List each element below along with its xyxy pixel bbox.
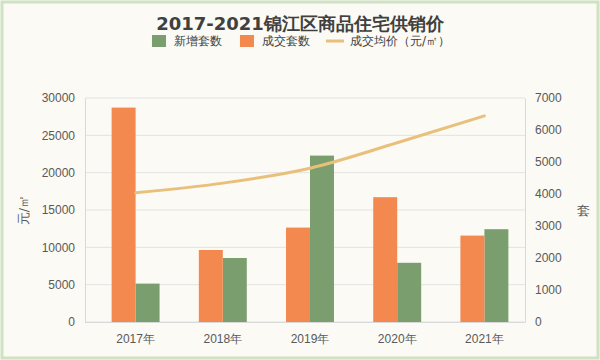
background	[2, 2, 598, 358]
y2-tick: 3000	[525, 219, 562, 233]
y-axis-title: 元/㎡	[16, 195, 31, 225]
y2-tick-label: 2000	[535, 251, 562, 265]
axis-line	[525, 99, 526, 323]
y-tick-label: 5000	[48, 278, 75, 292]
x-tick-label: 2017年	[116, 332, 155, 346]
y-tick-label: 0	[68, 315, 75, 329]
grid-line	[85, 98, 525, 99]
y2-tick-label: 1000	[535, 283, 562, 297]
y2-tick-label: 0	[535, 315, 542, 329]
bar	[310, 156, 334, 322]
y-tick: 10000	[42, 241, 85, 255]
legend-label: 成交套数	[262, 34, 310, 48]
marks	[112, 108, 509, 322]
bar	[223, 258, 247, 322]
grid	[85, 98, 525, 322]
x-tick-label: 2020年	[378, 332, 417, 346]
bar	[460, 236, 484, 322]
bar	[112, 108, 136, 322]
y2-axis-title: 套	[577, 203, 590, 218]
y2-tick-label: 3000	[535, 219, 562, 233]
axis-line	[85, 322, 525, 323]
x-tick: 2020年	[378, 322, 417, 346]
x-tick: 2017年	[116, 322, 155, 346]
x-tick: 2021年	[465, 322, 504, 346]
y2-axis: 0 1000 2000 3000 4000 5000 6000 7000	[525, 91, 562, 329]
legend-item: 成交套数	[240, 34, 310, 48]
y-tick-label: 15000	[42, 203, 76, 217]
bar	[484, 229, 508, 322]
legend-item: 新增套数	[152, 34, 222, 48]
x-tick: 2019年	[291, 322, 330, 346]
grid-line	[85, 135, 525, 136]
y-axis: 0 5000 10000 15000 20000 25000 30000	[42, 91, 86, 329]
legend-item: 成交均价（元/㎡）	[326, 34, 450, 48]
grid-line	[85, 172, 525, 173]
y2-tick-label: 4000	[535, 187, 562, 201]
y2-tick-label: 5000	[535, 155, 562, 169]
legend: 新增套数 成交套数 成交均价（元/㎡）	[152, 34, 450, 48]
y2-tick: 4000	[525, 187, 562, 201]
x-tick-label: 2019年	[291, 332, 330, 346]
x-tick-label: 2018年	[203, 332, 242, 346]
legend-swatch	[152, 35, 166, 47]
y2-tick: 5000	[525, 155, 562, 169]
y2-tick: 0	[525, 315, 542, 329]
legend-label: 新增套数	[174, 34, 222, 48]
axis-line	[85, 99, 86, 323]
y-tick: 30000	[42, 91, 85, 105]
y-tick: 20000	[42, 166, 85, 180]
y-tick: 25000	[42, 129, 85, 143]
title: 2017-2021锦江区商品住宅供销价	[156, 13, 445, 34]
y2-tick: 1000	[525, 283, 562, 297]
legend-swatch	[240, 35, 254, 47]
y-tick-label: 30000	[42, 91, 76, 105]
bar	[199, 250, 223, 322]
y-tick: 0	[68, 315, 85, 329]
legend-swatch	[326, 40, 344, 43]
chart: 0 5000 10000 15000 20000 25000 30000 0 1000 2000 3…	[0, 0, 600, 360]
x-tick: 2018年	[203, 322, 242, 346]
y-tick: 5000	[48, 278, 85, 292]
y-tick-label: 25000	[42, 129, 76, 143]
legend-label: 成交均价（元/㎡）	[350, 34, 450, 48]
y2-tick: 7000	[525, 91, 562, 105]
bar	[136, 284, 160, 322]
y2-tick: 2000	[525, 251, 562, 265]
x-tick-label: 2021年	[465, 332, 504, 346]
line	[136, 116, 485, 193]
bar	[373, 197, 397, 322]
y-tick: 15000	[42, 203, 85, 217]
y-tick-label: 10000	[42, 241, 76, 255]
y2-tick-label: 7000	[535, 91, 562, 105]
grid-line	[85, 210, 525, 211]
y2-tick-label: 6000	[535, 123, 562, 137]
y2-tick: 6000	[525, 123, 562, 137]
bar	[397, 263, 421, 322]
bar	[286, 228, 310, 322]
y-tick-label: 20000	[42, 166, 76, 180]
x-axis: 2017年 2018年 2019年 2020年 2021年	[85, 322, 525, 346]
